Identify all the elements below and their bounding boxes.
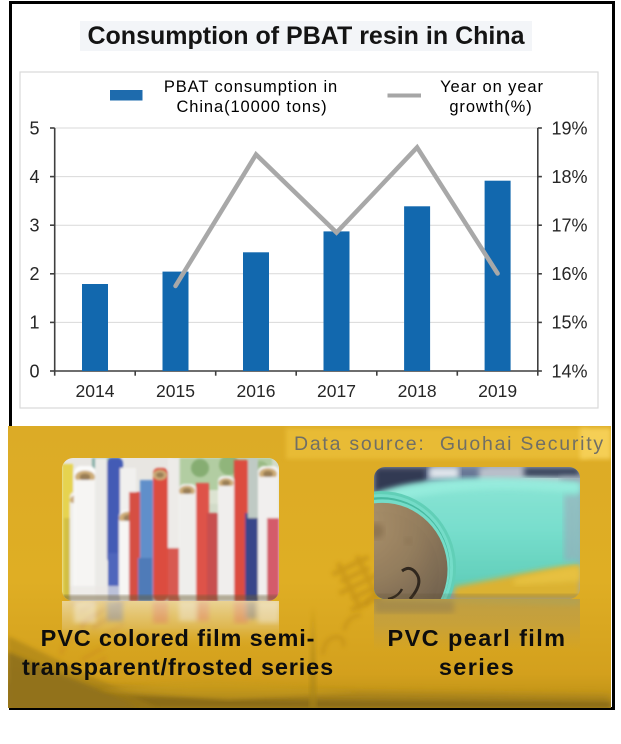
svg-text:16%: 16% (552, 264, 588, 284)
svg-text:PBAT consumption in: PBAT consumption in (164, 78, 338, 96)
svg-text:0: 0 (29, 361, 39, 381)
svg-text:18%: 18% (552, 167, 588, 187)
svg-text:15%: 15% (552, 313, 588, 333)
svg-text:19%: 19% (552, 118, 588, 138)
svg-text:1: 1 (29, 313, 39, 333)
svg-text:5: 5 (29, 118, 39, 138)
svg-text:14%: 14% (552, 361, 588, 381)
svg-text:2017: 2017 (317, 381, 356, 401)
svg-text:3: 3 (29, 216, 39, 236)
svg-text:Year on year: Year on year (440, 78, 544, 96)
svg-text:2015: 2015 (156, 381, 195, 401)
svg-text:2019: 2019 (478, 381, 517, 401)
svg-text:17%: 17% (552, 216, 588, 236)
svg-text:2014: 2014 (76, 381, 115, 401)
svg-text:China(10000 tons): China(10000 tons) (176, 98, 327, 116)
svg-text:2016: 2016 (237, 381, 276, 401)
svg-text:growth(%): growth(%) (449, 98, 532, 116)
svg-text:2: 2 (29, 264, 39, 284)
svg-text:2018: 2018 (398, 381, 437, 401)
svg-text:4: 4 (29, 167, 39, 187)
